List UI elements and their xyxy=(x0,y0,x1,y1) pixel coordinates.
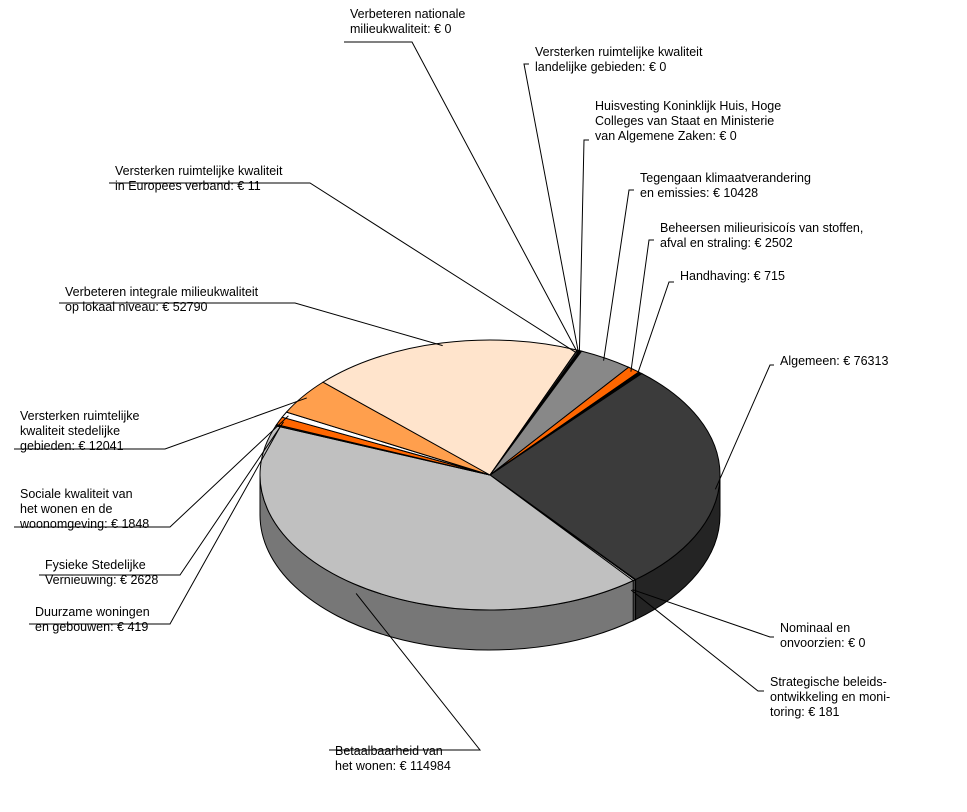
leader-line xyxy=(715,365,774,489)
slice-label: Verbeteren integrale milieukwaliteitop l… xyxy=(65,285,259,314)
slice-label: Fysieke StedelijkeVernieuwing: € 2628 xyxy=(45,558,158,587)
slice-label: Beheersen milieurisicoís van stoffen,afv… xyxy=(660,221,863,250)
slice-label: Versterken ruimtelijke kwaliteitlandelij… xyxy=(535,45,703,74)
slice-label: Huisvesting Koninklijk Huis, HogeCollege… xyxy=(595,99,781,143)
slice-label: Nominaal enonvoorzien: € 0 xyxy=(780,621,866,650)
leader-line xyxy=(109,183,576,353)
leader-line xyxy=(524,64,579,353)
slice-label: Tegengaan klimaatveranderingen emissies:… xyxy=(640,171,811,200)
leader-line xyxy=(604,190,634,361)
leader-line xyxy=(631,240,654,372)
slice-label: Sociale kwaliteit vanhet wonen en dewoon… xyxy=(19,487,149,531)
slice-label: Strategische beleids-ontwikkeling en mon… xyxy=(770,675,890,719)
slice-label: Handhaving: € 715 xyxy=(680,269,785,283)
slice-label: Verbeteren nationalemilieukwaliteit: € 0 xyxy=(350,7,465,36)
slice-label: Versterken ruimtelijke kwaliteitin Europ… xyxy=(115,164,283,193)
pie-chart-3d: Algemeen: € 76313 Nominaal enonvoorzien: … xyxy=(0,0,967,812)
leader-line xyxy=(637,282,674,375)
slice-label: Versterken ruimtelijkekwaliteit stedelij… xyxy=(20,409,140,453)
slice-label: Betaalbaarheid vanhet wonen: € 114984 xyxy=(335,744,451,773)
leader-line xyxy=(632,590,774,637)
slice-label: Duurzame woningenen gebouwen: € 419 xyxy=(35,605,150,634)
leader-line xyxy=(579,140,589,354)
slice-label: Algemeen: € 76313 xyxy=(780,354,888,368)
leader-line xyxy=(344,42,578,353)
